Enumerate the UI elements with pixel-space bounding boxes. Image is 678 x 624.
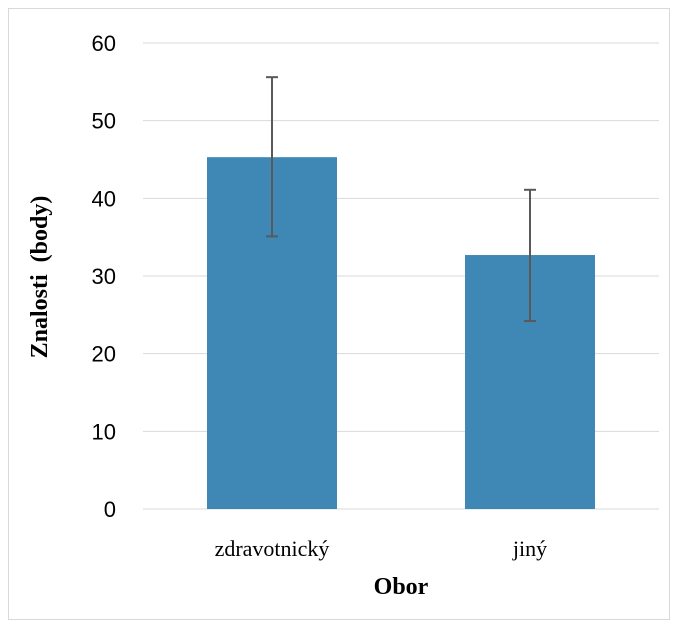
error-bar bbox=[266, 76, 278, 238]
error-bars bbox=[266, 76, 536, 323]
y-tick-label: 10 bbox=[92, 419, 116, 444]
y-tick-label: 40 bbox=[92, 186, 116, 211]
x-tick-label: jiný bbox=[512, 536, 547, 561]
x-tick-label: zdravotnický bbox=[215, 536, 330, 561]
y-tick-labels: 0 10 20 30 40 50 60 bbox=[92, 31, 116, 522]
x-tick-labels: zdravotnický jiný bbox=[215, 536, 548, 561]
bars bbox=[207, 157, 595, 510]
error-bar bbox=[524, 188, 536, 323]
y-tick-label: 20 bbox=[92, 342, 116, 367]
y-tick-label: 30 bbox=[92, 264, 116, 289]
y-axis-title: Znalosti (body) bbox=[27, 196, 53, 359]
y-tick-label: 0 bbox=[104, 497, 116, 522]
y-tick-label: 50 bbox=[92, 109, 116, 134]
x-axis-title: Obor bbox=[374, 574, 429, 600]
y-tick-label: 60 bbox=[92, 31, 116, 56]
